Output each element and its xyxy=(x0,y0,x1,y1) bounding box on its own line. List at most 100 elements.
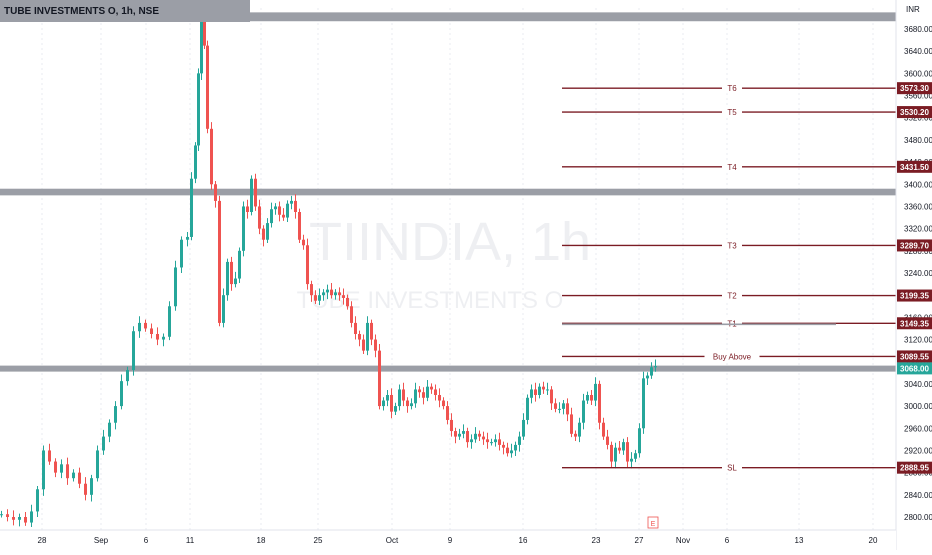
candle-body xyxy=(542,386,545,390)
level-label: T2 xyxy=(727,292,737,301)
level-price-tag-text: 3199.35 xyxy=(900,292,929,301)
candle-body xyxy=(270,209,273,224)
level-label-bg xyxy=(722,239,742,251)
y-tick-label: 3400.00 xyxy=(904,180,932,189)
candle-body xyxy=(522,419,525,437)
x-tick-label: 20 xyxy=(869,536,878,545)
candle-body xyxy=(430,386,433,390)
candle-body xyxy=(482,436,485,440)
candle-body xyxy=(390,395,393,412)
candle-body xyxy=(306,245,309,285)
grid xyxy=(41,8,874,530)
candle-body xyxy=(426,386,429,398)
candle-body xyxy=(562,403,565,409)
candle-body xyxy=(294,200,297,212)
candle-body xyxy=(36,489,39,512)
candle-body xyxy=(518,436,521,445)
earnings-marker[interactable] xyxy=(647,516,659,529)
candle-body xyxy=(42,450,45,490)
level-label: T6 xyxy=(727,84,737,93)
level-label: Buy Above xyxy=(713,352,752,361)
y-tick-label: 3480.00 xyxy=(904,136,932,145)
candle-body xyxy=(494,439,497,443)
level-price-tag xyxy=(897,289,932,302)
candle-body xyxy=(402,389,405,401)
candle-body xyxy=(286,203,289,218)
x-tick-label: 13 xyxy=(795,536,804,545)
level-price-tag xyxy=(897,82,932,95)
current-price-tag xyxy=(897,362,932,375)
y-tick-label: 2960.00 xyxy=(904,424,932,433)
candle-body xyxy=(168,306,171,337)
candle-body xyxy=(634,453,637,459)
candle-body xyxy=(446,406,449,420)
candle-body xyxy=(538,386,541,395)
candle-body xyxy=(578,422,581,437)
level-label-bg xyxy=(722,317,742,329)
candle-body xyxy=(622,442,625,451)
earnings-marker-label: E xyxy=(651,521,656,528)
level-price-tag-text: 3289.70 xyxy=(900,241,929,250)
candle-body xyxy=(84,483,87,495)
level-label: T5 xyxy=(727,108,737,117)
candle-body xyxy=(438,395,441,401)
chart-title: TUBE INVESTMENTS O, 1h, NSE xyxy=(4,6,159,17)
y-axis-ticks: 3680.00 3640.00 3600.00 3560.00 3520.00 3480.… xyxy=(904,25,932,522)
candle-body xyxy=(126,370,129,382)
candle-body xyxy=(530,389,533,398)
level-price-tag-text: 3089.55 xyxy=(900,352,929,361)
level-price-tag xyxy=(897,461,932,474)
candle-body xyxy=(594,383,597,401)
candle-body xyxy=(302,239,305,246)
candle-body xyxy=(378,350,381,407)
candle-body xyxy=(510,450,513,454)
candle-body xyxy=(250,178,253,212)
y-tick-label: 3520.00 xyxy=(904,114,932,123)
candle-body xyxy=(246,206,249,212)
zone-band xyxy=(0,188,896,196)
candle-body xyxy=(462,431,465,434)
candle-body xyxy=(514,444,517,451)
candle-body xyxy=(434,389,437,395)
candle-body xyxy=(498,439,501,445)
candle-body xyxy=(398,389,401,407)
candle-body xyxy=(186,236,189,240)
candle-body xyxy=(374,339,377,351)
candle-body xyxy=(282,214,285,218)
candle-body xyxy=(458,433,461,437)
candle-body xyxy=(646,375,649,379)
level-price-tag-text: 3149.35 xyxy=(900,319,929,328)
candle-body xyxy=(338,292,341,296)
candle-body xyxy=(574,433,577,437)
candle-body xyxy=(102,436,105,451)
level-label-bg xyxy=(704,350,760,362)
candle-body xyxy=(558,408,561,410)
candle-body xyxy=(334,292,337,296)
candle-body xyxy=(156,334,159,340)
x-tick-label: 9 xyxy=(448,536,453,545)
candle-body xyxy=(197,73,200,146)
candle-body xyxy=(358,334,361,340)
x-tick-label: 28 xyxy=(38,536,47,545)
candle-body xyxy=(318,295,321,301)
y-tick-label: 3040.00 xyxy=(904,380,932,389)
time-axis[interactable] xyxy=(0,530,896,550)
y-tick-label: 3000.00 xyxy=(904,402,932,411)
level-label: SL xyxy=(727,464,737,473)
candle-body xyxy=(132,331,135,371)
candle-body xyxy=(506,447,509,454)
candle-body xyxy=(450,419,453,432)
watermark-name: TUBE INVESTMENTS O xyxy=(297,287,564,314)
y-tick-label: 3600.00 xyxy=(904,69,932,78)
candle-body xyxy=(614,447,617,462)
candle-body xyxy=(218,200,221,323)
candle-body xyxy=(162,336,165,340)
candle-body xyxy=(266,223,269,240)
candle-body xyxy=(602,422,605,437)
candle-body xyxy=(490,442,493,444)
candle-body xyxy=(414,389,417,404)
candle-body xyxy=(394,406,397,412)
candle-body xyxy=(406,400,409,407)
